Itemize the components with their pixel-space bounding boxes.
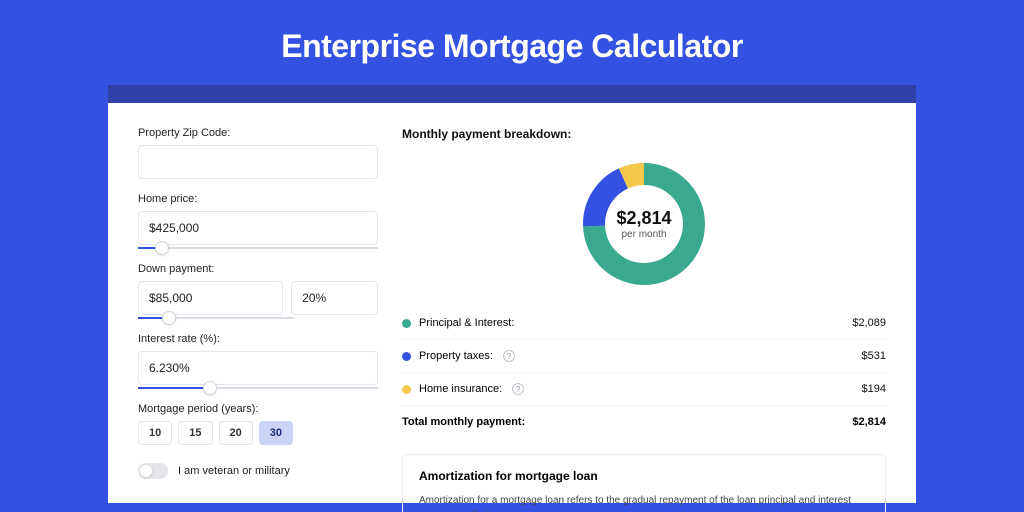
breakdown-label: Principal & Interest: (419, 317, 514, 329)
zip-input[interactable] (138, 145, 378, 179)
results-column: Monthly payment breakdown: $2,814 per mo… (402, 127, 886, 503)
interest-rate-input[interactable] (138, 351, 378, 385)
home-price-slider[interactable] (138, 247, 378, 249)
breakdown-label: Home insurance: (419, 383, 502, 395)
zip-label: Property Zip Code: (138, 127, 378, 139)
breakdown-label: Property taxes: (419, 350, 493, 362)
breakdown-value: $194 (862, 383, 886, 395)
period-option-10[interactable]: 10 (138, 421, 172, 445)
breakdown-title: Monthly payment breakdown: (402, 127, 886, 141)
donut-chart-wrap: $2,814 per month (402, 153, 886, 307)
veteran-row: I am veteran or military (138, 463, 378, 479)
amortization-title: Amortization for mortgage loan (419, 469, 869, 483)
legend-dot (402, 319, 411, 328)
breakdown-value: $531 (862, 350, 886, 362)
period-option-15[interactable]: 15 (178, 421, 212, 445)
down-payment-field: Down payment: (138, 263, 378, 319)
total-label: Total monthly payment: (402, 416, 525, 428)
help-icon[interactable]: ? (512, 383, 524, 395)
interest-rate-slider[interactable] (138, 387, 378, 389)
amortization-text: Amortization for a mortgage loan refers … (419, 493, 869, 512)
breakdown-row: Principal & Interest: $2,089 (402, 307, 886, 339)
breakdown-row: Property taxes:? $531 (402, 339, 886, 372)
period-label: Mortgage period (years): (138, 403, 378, 415)
donut-value: $2,814 (616, 208, 671, 229)
breakdown-value: $2,089 (852, 317, 886, 329)
calculator-card: Property Zip Code: Home price: Down paym… (108, 103, 916, 503)
veteran-toggle[interactable] (138, 463, 168, 479)
form-column: Property Zip Code: Home price: Down paym… (138, 127, 378, 503)
interest-rate-field: Interest rate (%): (138, 333, 378, 389)
home-price-label: Home price: (138, 193, 378, 205)
legend-dot (402, 385, 411, 394)
down-payment-amount-input[interactable] (138, 281, 283, 315)
total-value: $2,814 (852, 416, 886, 428)
interest-rate-label: Interest rate (%): (138, 333, 378, 345)
zip-field: Property Zip Code: (138, 127, 378, 179)
veteran-label: I am veteran or military (178, 465, 290, 477)
total-row: Total monthly payment: $2,814 (402, 405, 886, 438)
period-option-30[interactable]: 30 (259, 421, 293, 445)
donut-chart: $2,814 per month (579, 159, 709, 289)
help-icon[interactable]: ? (503, 350, 515, 362)
down-payment-percent-input[interactable] (291, 281, 378, 315)
header-band (108, 85, 916, 103)
breakdown-row: Home insurance:? $194 (402, 372, 886, 405)
period-option-20[interactable]: 20 (219, 421, 253, 445)
down-payment-slider[interactable] (138, 317, 294, 319)
home-price-input[interactable] (138, 211, 378, 245)
home-price-field: Home price: (138, 193, 378, 249)
page-title: Enterprise Mortgage Calculator (0, 0, 1024, 85)
donut-sublabel: per month (621, 229, 666, 240)
amortization-box: Amortization for mortgage loan Amortizat… (402, 454, 886, 512)
down-payment-label: Down payment: (138, 263, 378, 275)
legend-dot (402, 352, 411, 361)
period-field: Mortgage period (years): 1015 2030 (138, 403, 378, 445)
